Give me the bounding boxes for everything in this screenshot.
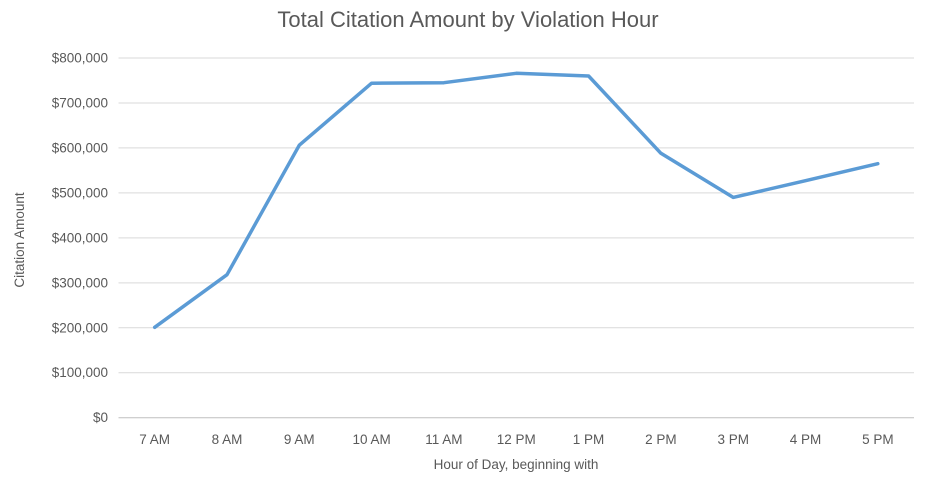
y-tick-label: $500,000 [52,185,108,200]
y-tick-label: $400,000 [52,230,108,245]
y-tick-label: $700,000 [52,95,108,110]
chart-title: Total Citation Amount by Violation Hour [277,7,659,32]
x-tick-label: 3 PM [717,432,749,447]
y-tick-label: $300,000 [52,275,108,290]
x-tick-label: 4 PM [790,432,822,447]
x-tick-label: 11 AM [425,432,462,447]
x-tick-label: 7 AM [139,432,170,447]
x-tick-label: 2 PM [645,432,677,447]
x-tick-label: 9 AM [284,432,315,447]
x-tick-label: 10 AM [352,432,390,447]
y-tick-label: $200,000 [52,320,108,335]
x-tick-label: 1 PM [573,432,605,447]
x-axis-title: Hour of Day, beginning with [434,457,599,472]
x-tick-label: 8 AM [212,432,243,447]
x-tick-label: 12 PM [497,432,536,447]
y-tick-label: $0 [93,410,108,425]
x-tick-label: 5 PM [862,432,894,447]
y-axis-title: Citation Amount [12,192,27,288]
plot-area: $0 $100,000 $200,000 $300,000 $400,000 $500,0… [52,51,914,447]
y-tick-label: $800,000 [52,51,108,66]
y-tick-label: $600,000 [52,140,108,155]
series-line [152,71,880,330]
y-tick-label: $100,000 [52,365,108,380]
